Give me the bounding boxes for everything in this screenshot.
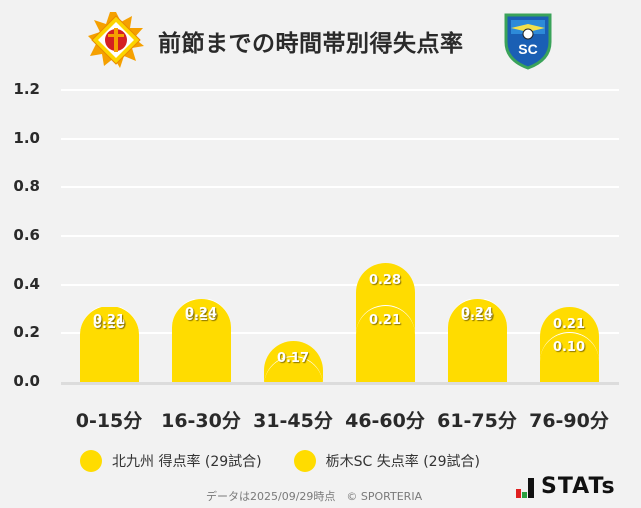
bar-segment-lower	[79, 306, 139, 382]
x-axis-tick-label: 0-15分	[75, 410, 143, 432]
gridline	[61, 283, 619, 286]
bar-value-label-upper: 0.10	[184, 309, 218, 325]
x-axis-baseline	[61, 382, 619, 385]
stacked-bar: 0.28 0.21	[355, 262, 415, 382]
legend-label: 北九州 得点率 (29試合)	[112, 454, 262, 470]
stacked-bar: 0.10 0.24	[447, 299, 507, 382]
tochigi-sc-crest-icon: SC	[504, 13, 552, 70]
y-axis-tick-label: 0.6	[13, 226, 40, 244]
y-axis-tick-label: 1.2	[13, 80, 40, 98]
legend-item-tochigi-conceding: 栃木SC 失点率 (29試合)	[293, 450, 480, 472]
bar-segment-lower	[539, 331, 599, 382]
bar-value-label-upper: 0.17	[276, 350, 310, 366]
bar-segment-lower	[355, 304, 415, 382]
bar-value-label-lower: 0.21	[368, 312, 402, 328]
legend-item-kitakyushu-scoring: 北九州 得点率 (29試合)	[80, 450, 262, 472]
y-axis-tick-label: 0.8	[13, 177, 40, 196]
svg-text:SC: SC	[518, 41, 537, 57]
x-axis-tick-label: 76-90分	[529, 410, 609, 432]
gridline	[61, 186, 619, 189]
y-axis-tick-label: 0.2	[13, 323, 40, 342]
y-axis-tick-label: 1.0	[13, 128, 40, 147]
chart-plot-area: 0.0 0.2 0.4 0.6 0.8 1.0 1.2 0.10 0.21 0-15分 0.10 0.…	[13, 80, 619, 432]
legend-dot-icon	[80, 450, 102, 472]
bar-value-label-lower: 0.21	[92, 312, 126, 328]
x-axis-tick-label: 46-60分	[345, 410, 425, 432]
y-axis-tick-label: 0.4	[13, 274, 40, 293]
x-axis-tick-label: 16-30分	[161, 410, 241, 432]
stacked-bar: 0.17	[263, 340, 323, 382]
bar-value-label-lower: 0.24	[460, 305, 494, 321]
gridline	[61, 89, 619, 91]
chart-legend: 北九州 得点率 (29試合) 栃木SC 失点率 (29試合)	[80, 450, 512, 472]
x-axis-tick-label: 61-75分	[437, 410, 517, 432]
gridline	[61, 235, 619, 237]
x-axis-tick-label: 31-45分	[253, 410, 333, 432]
stacked-bar: 0.10 0.24	[171, 299, 231, 382]
stats-brand-text: STATs	[541, 474, 616, 499]
bar-value-label-upper: 0.10	[460, 309, 494, 325]
kitakyushu-crest-icon	[88, 12, 144, 68]
stats-bars-icon	[516, 478, 535, 498]
bar-value-label-upper: 0.10	[92, 316, 126, 332]
y-axis-tick-label: 0.0	[13, 372, 40, 390]
gridline	[61, 332, 619, 335]
bar-value-label-upper: 0.28	[368, 272, 402, 288]
gridline	[61, 137, 619, 140]
chart-header: 前節までの時間帯別得失点率 SC	[0, 0, 641, 80]
bar-value-label-lower: 0.24	[184, 305, 218, 321]
legend-label: 栃木SC 失点率 (29試合)	[325, 454, 480, 470]
bar-value-label-lower: 0.10	[552, 339, 586, 355]
stats-brand-logo: STATs	[516, 476, 616, 498]
stacked-bar: 0.10 0.21	[79, 306, 139, 382]
stacked-bar: 0.21 0.10	[539, 306, 599, 382]
data-date-note: データは2025/09/29時点 © SPORTERIA	[206, 490, 423, 503]
legend-dot-icon	[293, 450, 316, 472]
bar-segment-lower	[171, 299, 231, 382]
bar-segment-lower	[447, 299, 507, 382]
bar-value-label-upper: 0.21	[552, 316, 586, 332]
chart-title: 前節までの時間帯別得失点率	[158, 31, 464, 57]
